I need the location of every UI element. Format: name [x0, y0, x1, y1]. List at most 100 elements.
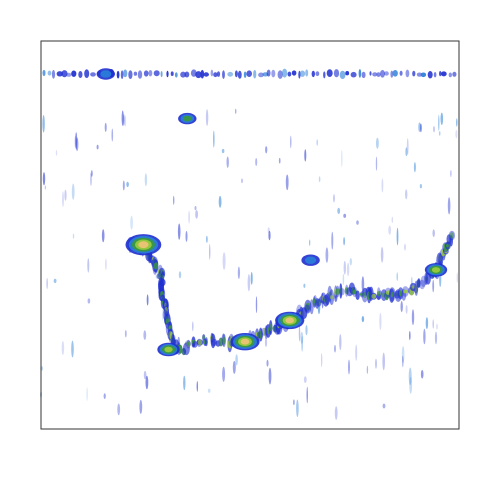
noise-speckle — [423, 328, 426, 345]
surface-line-dash — [372, 72, 378, 77]
bottom-trace-blob-inner — [446, 244, 449, 248]
noise-speckle — [413, 162, 416, 173]
noise-speckle — [375, 156, 378, 171]
noise-speckle — [121, 110, 124, 126]
surface-line-dash — [271, 69, 276, 78]
bottom-trace-blob-outer — [315, 297, 319, 309]
surface-line-dash — [282, 68, 288, 78]
surface-line-dash — [174, 72, 178, 78]
hotspot-3-ring-4 — [285, 317, 295, 324]
surface-line-dash — [277, 70, 283, 79]
noise-speckle — [53, 278, 57, 283]
bottom-trace-blob-inner — [411, 285, 415, 289]
surface-line-dash — [390, 70, 394, 78]
surface-line-dash — [47, 70, 52, 76]
noise-speckle — [105, 258, 107, 270]
noise-speckle — [376, 137, 379, 149]
surface-line-dash — [143, 70, 149, 77]
noise-speckle — [401, 346, 405, 363]
noise-speckle — [456, 118, 458, 127]
noise-speckle — [177, 223, 181, 240]
noise-speckle — [349, 258, 352, 266]
noise-speckle — [434, 331, 438, 345]
surface-line-dash — [166, 70, 169, 78]
noise-speckle — [278, 157, 281, 164]
surface-line-dash — [203, 72, 209, 77]
noise-speckle — [185, 230, 188, 242]
bottom-trace-blob-inner — [202, 335, 205, 340]
noise-speckle — [405, 147, 408, 157]
surface-line-dash — [416, 72, 423, 77]
noise-speckle — [194, 206, 197, 211]
noise-speckle — [206, 235, 208, 243]
surface-line-dash — [427, 71, 433, 79]
noise-speckle — [404, 243, 406, 251]
noise-speckle — [405, 305, 408, 314]
noise-speckle — [304, 149, 307, 162]
bottom-trace-blob-outer — [304, 304, 311, 312]
noise-speckle — [318, 176, 321, 183]
noise-speckle — [418, 122, 421, 132]
noise-speckle — [143, 330, 147, 340]
bottom-trace-blob-inner — [330, 295, 334, 300]
surface-line-dash — [56, 71, 63, 77]
bottom-trace-blob-inner — [222, 336, 226, 345]
noise-speckle — [420, 123, 422, 133]
noise-speckle — [380, 247, 384, 263]
noise-speckle — [420, 369, 424, 379]
noise-speckle — [396, 227, 399, 246]
surface-line-dash — [210, 69, 214, 77]
surface-line-dash — [137, 70, 143, 79]
noise-speckle — [433, 126, 435, 133]
noise-speckle — [447, 197, 451, 215]
noise-speckle — [117, 403, 121, 416]
bottom-trace-blob-inner — [263, 328, 266, 336]
bottom-trace-blob-inner — [197, 339, 203, 346]
surface-line-dash — [420, 72, 427, 78]
noise-speckle — [90, 172, 92, 186]
noise-speckle — [342, 273, 345, 286]
bottom-trace-blob-inner — [390, 291, 394, 297]
noise-speckle — [221, 148, 225, 154]
noise-speckle — [381, 178, 384, 193]
noise-speckle — [285, 174, 289, 191]
noise-speckle — [87, 258, 90, 273]
surface-line-dash — [133, 71, 138, 76]
surface-line-dash — [195, 71, 202, 79]
noise-speckle — [124, 115, 127, 127]
noise-speckle — [183, 375, 186, 391]
noise-speckle — [103, 393, 106, 399]
noise-speckle — [334, 406, 338, 420]
noise-speckle — [101, 229, 105, 243]
surface-line-dash — [448, 72, 452, 78]
surface-line-dash — [452, 71, 457, 77]
noise-speckle — [436, 323, 438, 330]
surface-line-dash — [42, 69, 46, 77]
noise-speckle — [268, 367, 272, 385]
noise-speckle — [188, 210, 190, 224]
noise-speckle — [440, 112, 444, 126]
target-3-ring-1 — [100, 70, 112, 78]
plot-frame — [40, 40, 460, 430]
bottom-trace-blob-inner — [218, 337, 223, 347]
surface-line-dash — [222, 70, 225, 79]
surface-line-dash — [358, 69, 362, 78]
surface-line-dash — [237, 70, 242, 79]
bottom-trace-blob-inner — [376, 291, 381, 297]
noise-speckle — [321, 353, 323, 368]
noise-speckle — [62, 191, 64, 208]
surface-line-dash — [148, 70, 153, 77]
noise-speckle — [264, 337, 268, 347]
surface-line-dash — [376, 72, 381, 77]
noise-speckle — [341, 150, 343, 168]
noise-speckle — [361, 316, 365, 323]
noise-speckle — [178, 271, 182, 279]
surface-line-dash — [246, 70, 252, 77]
noise-speckle — [309, 239, 311, 246]
bottom-trace-blob-inner — [335, 288, 340, 295]
noise-speckle — [144, 173, 148, 187]
noise-speckle — [409, 330, 411, 341]
bottom-trace-blob-outer — [339, 288, 345, 296]
